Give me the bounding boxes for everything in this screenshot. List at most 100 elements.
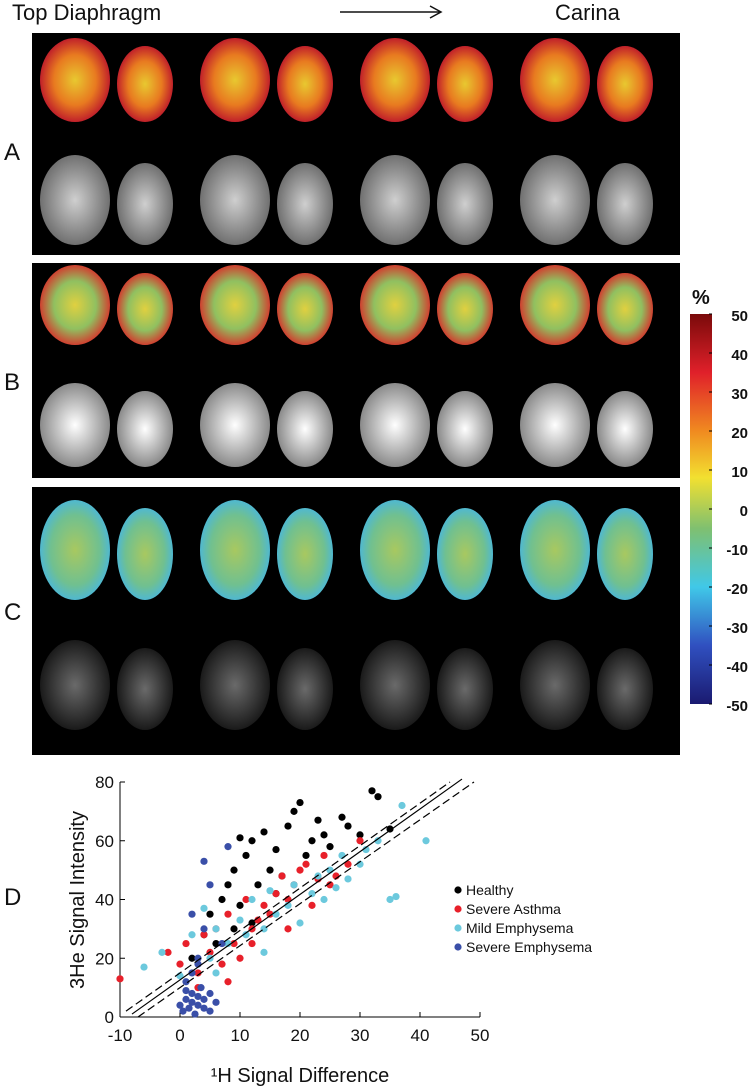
- x-tick-label: 40: [411, 1026, 430, 1045]
- lung: [597, 648, 653, 730]
- lung: [520, 383, 590, 467]
- point: [188, 969, 196, 977]
- colorbar-tick-label: 40: [731, 347, 748, 364]
- lung: [360, 265, 430, 345]
- point: [296, 798, 304, 807]
- point: [344, 860, 352, 868]
- legend-label: Mild Emphysema: [466, 920, 574, 936]
- point: [398, 801, 406, 810]
- point: [374, 837, 382, 845]
- point: [236, 916, 244, 924]
- point: [218, 960, 226, 968]
- point: [308, 901, 316, 909]
- point: [260, 948, 268, 956]
- colorbar-tick-label: -30: [726, 620, 748, 637]
- point: [326, 843, 334, 851]
- lung: [277, 273, 333, 345]
- point: [182, 986, 190, 995]
- point: [212, 969, 220, 977]
- point: [362, 845, 370, 854]
- lung: [40, 500, 110, 600]
- point: [344, 875, 352, 883]
- lung: [520, 38, 590, 122]
- point: [302, 860, 310, 868]
- lung: [200, 500, 270, 600]
- point: [206, 881, 214, 889]
- point: [176, 1001, 184, 1009]
- panel-label: A: [4, 139, 20, 166]
- lung: [277, 508, 333, 600]
- lung: [360, 640, 430, 730]
- point: [212, 998, 220, 1006]
- point: [197, 984, 205, 992]
- lung: [437, 273, 493, 345]
- y-tick-label: 80: [95, 773, 114, 792]
- x-tick-label: 10: [231, 1026, 250, 1045]
- lung: [117, 508, 173, 600]
- lung: [200, 38, 270, 122]
- point: [194, 954, 202, 962]
- point: [254, 916, 262, 924]
- point: [140, 963, 148, 971]
- legend-marker: [454, 943, 462, 951]
- point: [200, 857, 208, 865]
- point: [272, 890, 280, 898]
- point: [188, 998, 196, 1006]
- lung: [437, 648, 493, 730]
- lung: [360, 155, 430, 245]
- lung: [360, 500, 430, 600]
- point: [344, 822, 352, 830]
- lung: [277, 648, 333, 730]
- lung: [360, 38, 430, 122]
- point: [230, 939, 238, 948]
- colorbar-tick-label: 10: [731, 464, 748, 481]
- point: [320, 831, 328, 839]
- lung: [597, 46, 653, 122]
- point: [212, 939, 220, 948]
- panel-label: C: [4, 599, 21, 626]
- y-axis-label: 3He Signal Intensity: [67, 811, 89, 989]
- point: [326, 881, 334, 889]
- point: [260, 828, 268, 836]
- point: [194, 1001, 202, 1009]
- lung: [277, 46, 333, 122]
- point: [224, 881, 232, 889]
- colorbar-tick-label: -50: [726, 698, 748, 715]
- point: [188, 954, 196, 962]
- lung: [200, 383, 270, 467]
- colorbar: [690, 314, 712, 704]
- point: [422, 837, 430, 845]
- point: [200, 925, 208, 933]
- point: [218, 939, 226, 948]
- colorbar-tick-label: -40: [726, 659, 748, 676]
- colorbar-ticks: 50 40 30 20 10 0 -10 -20 -30 -40 -50: [709, 308, 748, 715]
- lung: [40, 265, 110, 345]
- point: [248, 939, 256, 948]
- lung: [437, 163, 493, 245]
- point: [182, 995, 190, 1003]
- point: [224, 843, 232, 851]
- lung: [597, 273, 653, 345]
- point: [248, 895, 256, 904]
- y-tick-label: 20: [95, 949, 114, 968]
- point: [386, 895, 394, 904]
- lung: [597, 508, 653, 600]
- colorbar-tick-label: 50: [731, 308, 748, 325]
- y-tick-label: 60: [95, 832, 114, 851]
- lung: [597, 391, 653, 467]
- lung: [597, 163, 653, 245]
- point: [182, 978, 190, 986]
- x-tick-label: 50: [471, 1026, 490, 1045]
- lung: [200, 265, 270, 345]
- lung: [117, 648, 173, 730]
- point: [260, 901, 268, 909]
- point: [206, 989, 214, 998]
- colorbar-tick-label: 20: [731, 425, 748, 442]
- point: [320, 851, 328, 860]
- point: [230, 925, 238, 933]
- y-tick-label: 40: [95, 891, 114, 910]
- point: [242, 895, 250, 904]
- lung: [117, 46, 173, 122]
- point: [224, 939, 232, 948]
